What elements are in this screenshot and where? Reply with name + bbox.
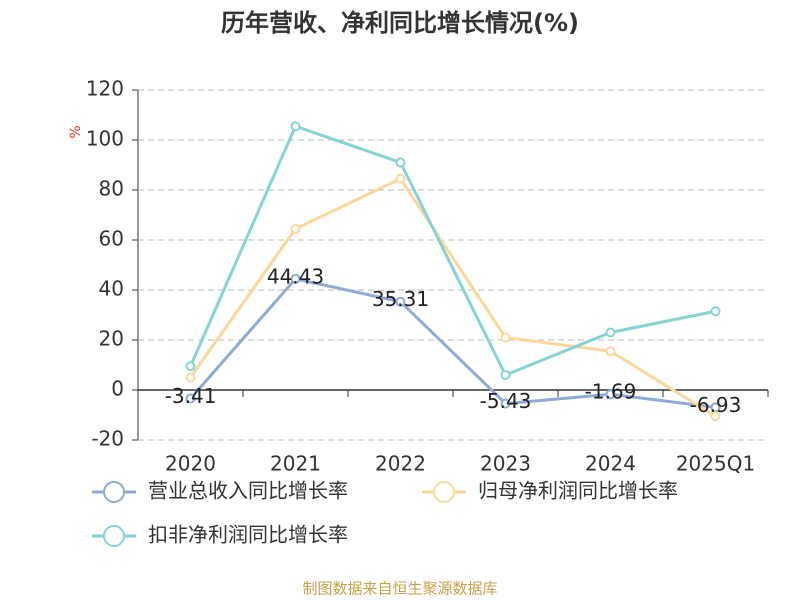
data-label: -6.93 <box>690 393 742 417</box>
data-point <box>290 223 301 234</box>
y-tick-label: 100 <box>86 127 124 151</box>
series-line <box>189 176 717 418</box>
data-label: -5.43 <box>480 389 532 413</box>
data-point <box>605 327 616 338</box>
data-point <box>395 173 406 184</box>
legend-label: 扣非净利润同比增长率 <box>148 523 348 547</box>
data-point <box>500 398 511 409</box>
legend-label: 归母净利润同比增长率 <box>478 479 678 503</box>
source-note: 制图数据来自恒生聚源数据库 <box>302 580 497 598</box>
y-tick-label: 80 <box>99 177 124 201</box>
legend-marker <box>103 481 125 503</box>
y-tick-label: 60 <box>99 227 124 251</box>
y-tick-label: 40 <box>99 277 124 301</box>
data-label: 44.43 <box>267 264 324 288</box>
x-tick-label: 2023 <box>480 452 531 476</box>
data-label: -3.41 <box>165 384 217 408</box>
y-tick-label: 0 <box>111 377 124 401</box>
x-tick-label: 2020 <box>165 452 216 476</box>
x-tick-label: 2022 <box>375 452 426 476</box>
chart-title: 历年营收、净利同比增长情况(%) <box>221 9 579 37</box>
x-tick-label: 2024 <box>585 452 636 476</box>
data-point <box>500 370 511 380</box>
series-line <box>189 124 716 377</box>
x-tick-label: 2021 <box>270 452 321 476</box>
data-point <box>185 393 196 404</box>
data-point <box>185 361 196 372</box>
data-point <box>290 273 301 284</box>
y-axis-label: % <box>68 125 84 138</box>
legend-marker <box>433 481 455 503</box>
data-point <box>290 121 301 132</box>
data-point <box>605 346 616 357</box>
data-label: 35.31 <box>372 287 429 311</box>
data-point <box>500 332 511 343</box>
legend-marker <box>103 525 125 547</box>
data-point <box>185 372 196 383</box>
data-label: -1.69 <box>585 380 637 404</box>
legend-label: 营业总收入同比增长率 <box>148 479 348 503</box>
data-point <box>395 296 406 307</box>
data-point <box>605 389 616 400</box>
y-tick-label: 120 <box>86 77 124 101</box>
series-line <box>189 277 716 409</box>
y-tick-label: 20 <box>99 327 124 351</box>
x-tick-label: 2025Q1 <box>676 452 755 476</box>
data-point <box>710 411 721 422</box>
y-tick-label: -20 <box>91 427 124 451</box>
data-point <box>710 306 721 317</box>
data-point <box>395 157 406 168</box>
